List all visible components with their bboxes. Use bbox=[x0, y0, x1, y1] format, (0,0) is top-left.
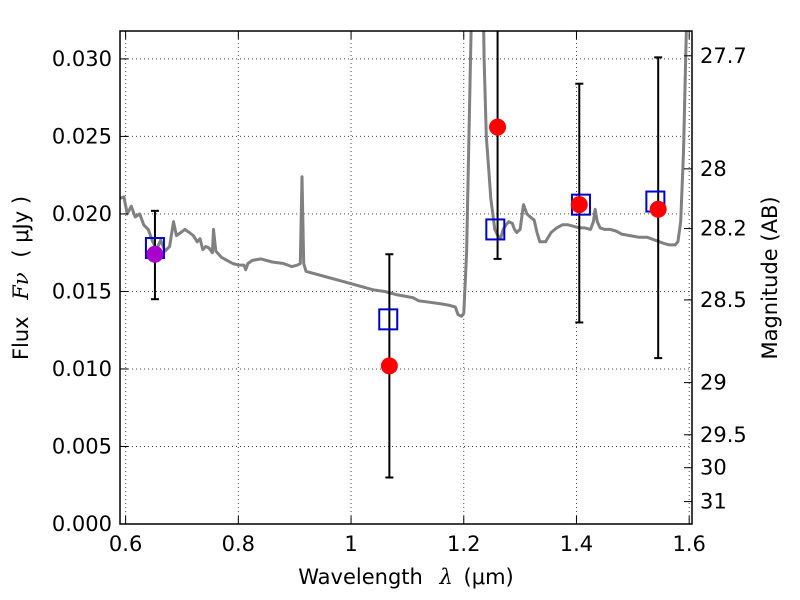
y-tick-label: 0.015 bbox=[52, 279, 112, 303]
model-point bbox=[378, 308, 399, 331]
mag-tick-label: 28.2 bbox=[700, 217, 747, 241]
mag-tick-label: 29.5 bbox=[700, 423, 747, 447]
y-tick-label: 0.005 bbox=[52, 434, 112, 458]
y-tick-label: 0.025 bbox=[52, 124, 112, 148]
x-tick-label: 0.6 bbox=[109, 532, 142, 556]
observed-point bbox=[380, 357, 398, 375]
x-tick-label: 1.4 bbox=[560, 532, 593, 556]
x-tick-label: 0.8 bbox=[222, 532, 255, 556]
axes: 0.6 0.8 1 1.2 1.4 1.6 0.000 0.005 0.010 0.015 0.02… bbox=[52, 30, 747, 556]
mag-tick-label: 30 bbox=[700, 456, 727, 480]
y-tick-label: 0.000 bbox=[52, 512, 112, 536]
mag-tick-label: 29 bbox=[700, 371, 727, 395]
y-axis-label: Flux Fν ( μJy ) bbox=[9, 196, 33, 360]
mag-tick-label: 27.7 bbox=[700, 44, 747, 68]
spectrum-line bbox=[120, 31, 688, 318]
mag-tick-label: 28.5 bbox=[700, 288, 747, 312]
plot-frame bbox=[119, 30, 693, 525]
observed-point bbox=[146, 245, 164, 263]
observed-point bbox=[570, 196, 588, 214]
x-axis-label: Wavelength λ (μm) bbox=[298, 565, 513, 589]
y-tick-label: 0.030 bbox=[52, 47, 112, 71]
plot-area bbox=[120, 31, 688, 479]
y-tick-label: 0.020 bbox=[52, 202, 112, 226]
mag-tick-label: 31 bbox=[700, 490, 727, 514]
y-tick-label: 0.010 bbox=[52, 357, 112, 381]
x-tick-label: 1.6 bbox=[672, 532, 705, 556]
y2-axis-label: Magnitude (AB) bbox=[758, 196, 782, 359]
x-tick-label: 1 bbox=[344, 532, 357, 556]
mag-tick-label: 28 bbox=[700, 157, 727, 181]
model-point bbox=[485, 218, 506, 241]
observed-point bbox=[489, 118, 507, 136]
x-tick-label: 1.2 bbox=[447, 532, 480, 556]
observed-point bbox=[649, 200, 667, 218]
